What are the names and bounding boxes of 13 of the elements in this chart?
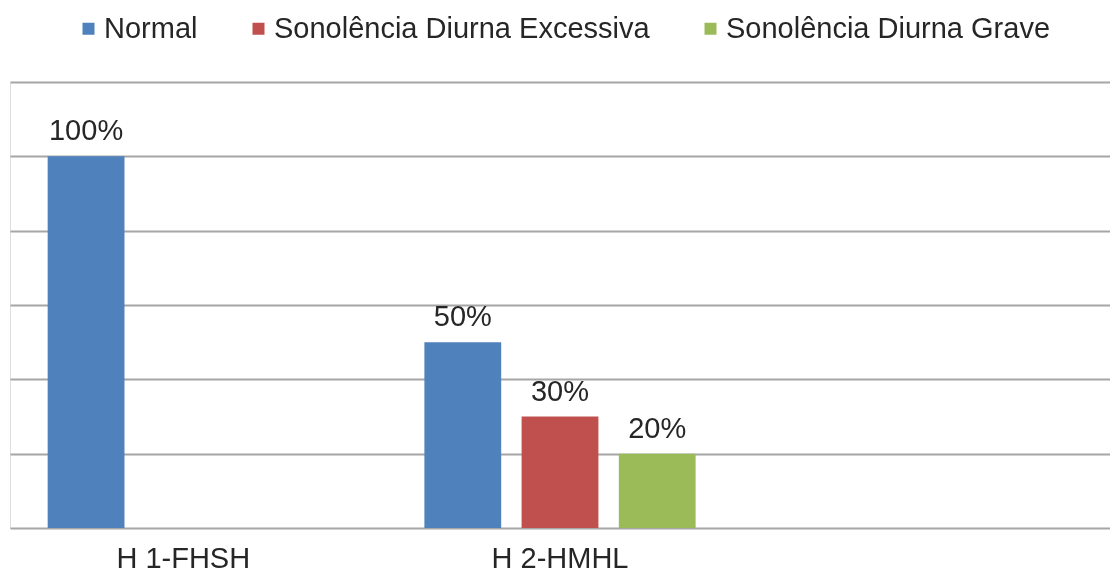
x-tick-label: H 1-FHSH: [116, 541, 251, 574]
bar: [424, 342, 502, 528]
bar: [521, 416, 599, 528]
legend-label: Sonolência Diurna Excessiva: [274, 11, 651, 44]
data-label: 100%: [48, 114, 124, 147]
x-tick-label: H 2-HMHL: [491, 541, 629, 574]
data-label: 30%: [530, 374, 590, 407]
legend-label: Normal: [104, 11, 198, 44]
bar: [47, 156, 125, 528]
data-label: 20%: [628, 411, 687, 444]
bar: [618, 453, 696, 528]
legend-label: Sonolência Diurna Grave: [726, 11, 1051, 44]
data-label: 50%: [433, 300, 492, 333]
